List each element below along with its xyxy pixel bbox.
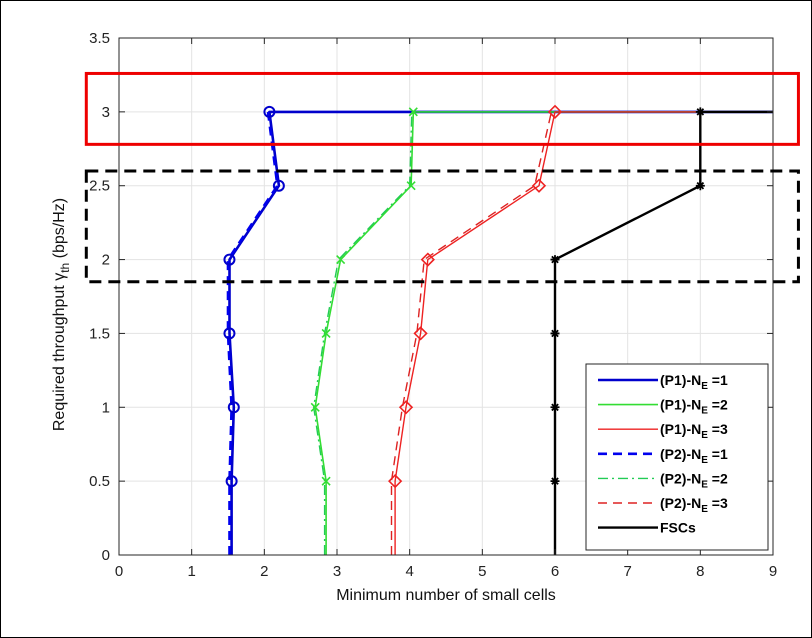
legend-label-suffix: =2 [708, 397, 728, 413]
x-tick-label: 3 [333, 563, 341, 580]
axes-box [118, 37, 774, 556]
legend-label-subscript: E [701, 504, 708, 515]
legend-label-main: (P2)-N [660, 470, 701, 486]
series-2-marker [336, 255, 346, 265]
legend-label-suffix: =1 [708, 446, 728, 462]
legend-label-main: (P1)-N [660, 397, 701, 413]
legend-label-7: FSCs [660, 520, 696, 536]
y-tick-label: 1 [102, 399, 110, 416]
series-2-marker [408, 107, 418, 117]
y-label-unit: (bps/Hz) [51, 198, 68, 263]
legend-label-subscript: E [701, 479, 708, 490]
legend-label-2: (P1)-NE =2 [660, 397, 728, 417]
series-1-marker [223, 327, 236, 340]
y-tick-label: 0 [102, 547, 110, 564]
y-tick-label: 2.5 [89, 178, 110, 195]
series-2-marker [321, 328, 331, 338]
x-tick-label: 5 [478, 563, 486, 580]
marker-layer [223, 104, 705, 489]
legend-label-suffix: =3 [708, 495, 728, 511]
y-axis-label: Required throughput γth (bps/Hz) [51, 198, 72, 431]
legend-label-main: FSCs [660, 520, 696, 536]
series-7-marker [695, 181, 705, 191]
legend-label-suffix: =3 [708, 421, 728, 437]
y-tick-label: 1.5 [89, 325, 110, 342]
y-tick-label: 3.5 [89, 30, 110, 47]
series-1-marker [223, 253, 236, 266]
series-line-5 [313, 111, 413, 555]
series-2-marker [310, 402, 320, 412]
legend-label-5: (P2)-NE =2 [660, 470, 728, 490]
legend-label-6: (P2)-NE =3 [660, 495, 728, 515]
x-tick-label: 8 [696, 563, 704, 580]
legend-box [585, 363, 769, 551]
legend-label-main: (P2)-N [660, 446, 701, 462]
legend-label-4: (P2)-NE =1 [660, 446, 728, 466]
series-3-marker [420, 252, 435, 267]
x-tick-label: 2 [260, 563, 268, 580]
legend-label-1: (P1)-NE =1 [660, 372, 728, 392]
series-3-marker [413, 326, 428, 341]
axes-layer [118, 37, 774, 556]
series-1-marker [227, 401, 240, 414]
y-tick-label: 2 [102, 252, 110, 269]
series-line-3 [394, 111, 773, 555]
legend-label-3: (P1)-NE =3 [660, 421, 728, 441]
series-1-marker [272, 179, 285, 192]
x-tick-label: 4 [405, 563, 413, 580]
series-1-marker [263, 105, 276, 118]
x-tick-label: 9 [769, 563, 777, 580]
y-label-main: Required throughput γ [51, 273, 68, 431]
series-layer [226, 110, 773, 555]
x-axis-label: Minimum number of small cells [336, 587, 556, 604]
y-tick-label: 0.5 [89, 473, 110, 490]
series-3-marker [398, 400, 414, 415]
series-line-7 [553, 110, 773, 555]
series-3-marker [388, 474, 403, 489]
legend-label-main: (P1)-N [660, 421, 701, 437]
x-tick-label: 1 [187, 563, 195, 580]
series-1-marker [225, 475, 238, 488]
series-7-marker [550, 476, 560, 486]
series-7-marker [695, 107, 705, 117]
series-3-marker [531, 178, 547, 193]
legend-label-main: (P2)-N [660, 495, 701, 511]
legend-label-subscript: E [701, 455, 708, 466]
series-7-marker [550, 255, 560, 265]
red-box-threshold-3 [84, 71, 800, 146]
legend-label-suffix: =2 [708, 470, 728, 486]
legend-label-subscript: E [701, 406, 708, 417]
tick-labels: 0 1 2 3 4 5 6 7 8 9 0 0.5 1 1.5 2 2.5 3 3.5 [89, 30, 777, 580]
dashed-box-threshold-2-2.5 [84, 169, 800, 284]
x-tick-label: 0 [115, 563, 123, 580]
x-tick-label: 6 [551, 563, 559, 580]
legend-label-subscript: E [701, 381, 708, 392]
series-3-marker [547, 104, 563, 119]
series-2-marker [406, 181, 416, 191]
y-tick-label: 3 [102, 104, 110, 121]
y-label-subscript: th [58, 263, 72, 273]
x-tick-label: 7 [623, 563, 631, 580]
legend-label-suffix: =1 [708, 372, 728, 388]
highlight-boxes [84, 71, 800, 284]
series-2-marker [321, 476, 331, 486]
series-7-marker [550, 328, 560, 338]
legend-label-main: (P1)-N [660, 372, 701, 388]
series-7-marker [550, 402, 560, 412]
legend-label-subscript: E [701, 430, 708, 441]
legend: (P1)-NE =1(P1)-NE =2(P1)-NE =3(P2)-NE =1… [585, 363, 769, 551]
